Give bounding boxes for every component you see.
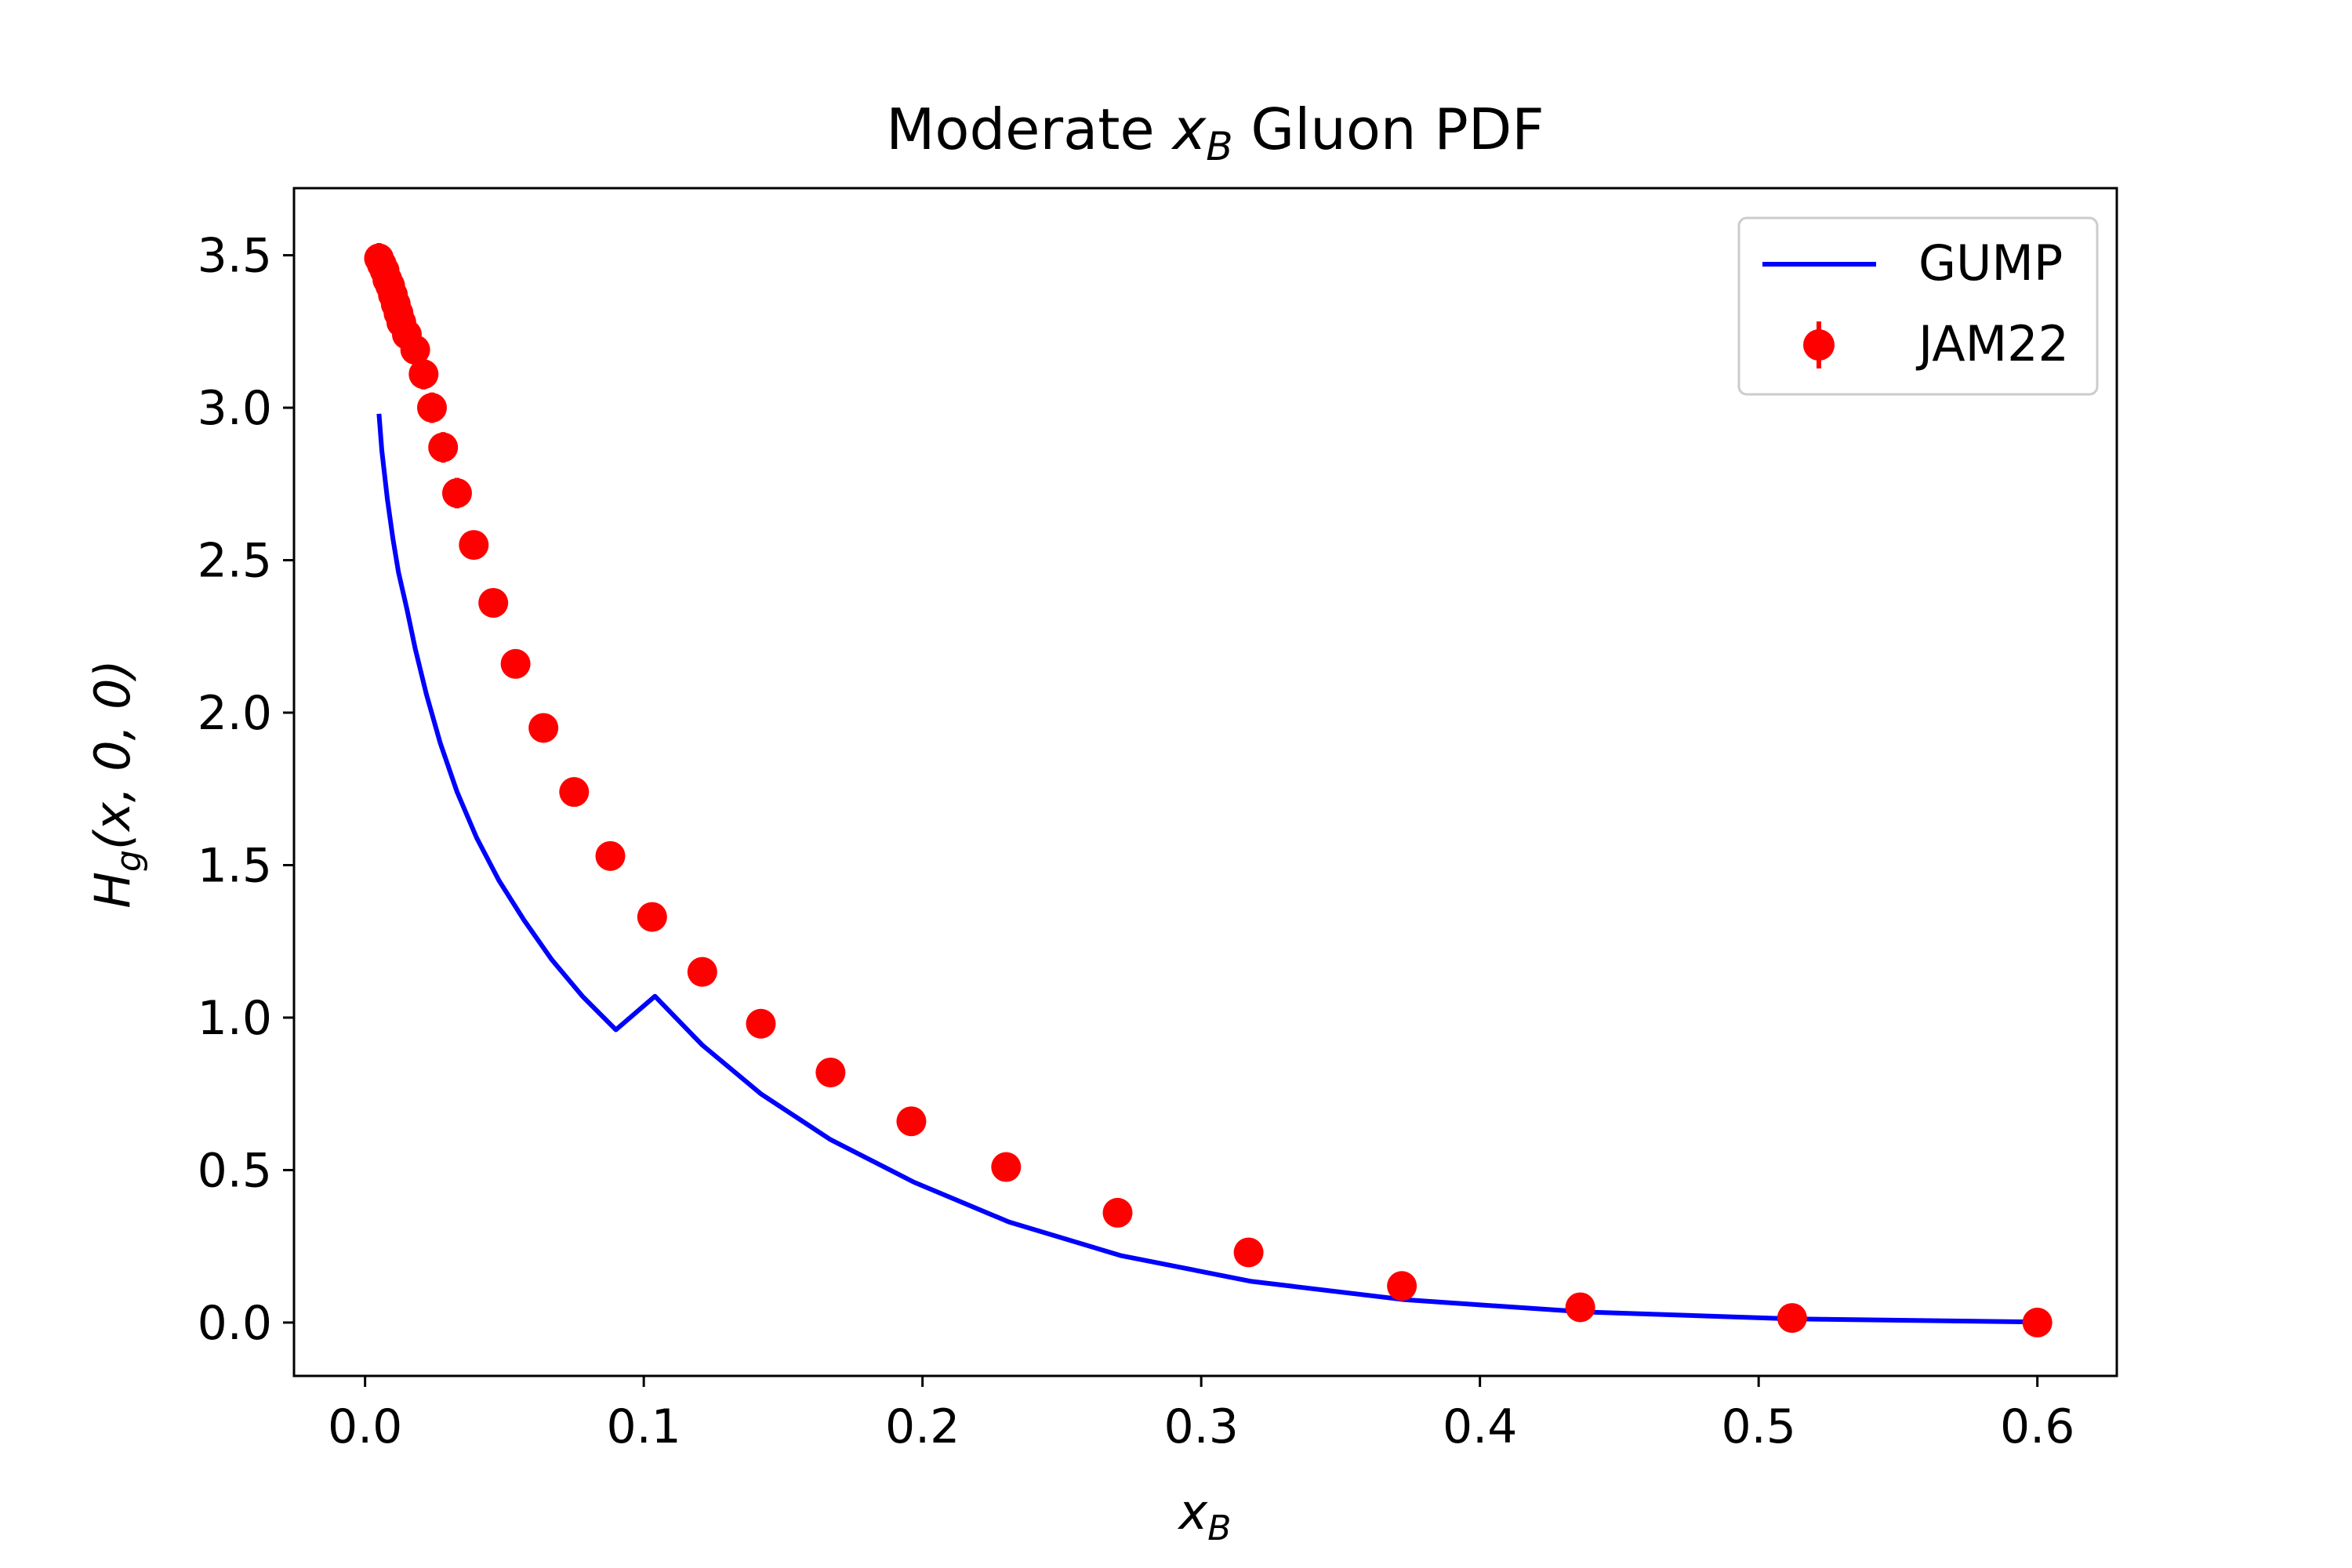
y-axis: 0.0 0.5 1.0 1.5 2.0 2.5 3.0 3.5: [198, 229, 294, 1351]
jam22-point: [416, 393, 447, 423]
jam22-point: [1102, 1197, 1133, 1228]
chart-title-sub: B: [1206, 124, 1232, 169]
jam22-point: [1777, 1303, 1807, 1334]
x-tick-label: 0.4: [1443, 1399, 1517, 1454]
x-axis-label-sub: B: [1207, 1508, 1231, 1548]
jam22-point: [428, 432, 459, 463]
x-axis-label-var: x: [1178, 1483, 1209, 1541]
axes-frame: [292, 187, 2118, 1377]
curve-layer: [376, 413, 2038, 1325]
jam22-point: [1387, 1271, 1417, 1301]
jam22-point: [400, 335, 430, 365]
chart-title: Moderate xB Gluon PDF: [886, 96, 1544, 169]
jam22-point: [687, 956, 717, 987]
y-axis-label-args: (x, 0, 0): [84, 659, 141, 850]
jam22-point: [815, 1057, 846, 1087]
chart-title-var: x: [1171, 96, 1207, 162]
legend-jam22-label: JAM22: [1915, 315, 2069, 372]
x-tick-label: 0.3: [1163, 1399, 1238, 1454]
x-axis: 0.0 0.1 0.2 0.3 0.4 0.5 0.6: [328, 1376, 2074, 1454]
y-tick-label: 3.5: [198, 229, 272, 284]
x-tick-label: 0.5: [1721, 1399, 1795, 1454]
jam22-point: [478, 587, 509, 618]
y-tick-label: 3.0: [198, 381, 272, 436]
jam22-point: [459, 530, 489, 561]
y-axis-label-sub: g: [109, 850, 149, 872]
jam22-point: [2022, 1307, 2053, 1338]
jam22-point: [637, 902, 667, 932]
legend-jam22-marker: [1803, 329, 1835, 361]
x-tick-label: 0.0: [328, 1399, 402, 1454]
jam22-point: [559, 777, 590, 808]
y-tick-label: 1.5: [198, 838, 272, 893]
jam22-point: [500, 648, 531, 679]
x-axis-label: xB: [1178, 1483, 1232, 1548]
x-tick-label: 0.2: [885, 1399, 960, 1454]
y-tick-label: 1.0: [198, 991, 272, 1046]
jam22-point: [528, 713, 559, 743]
jam22-point: [595, 840, 626, 871]
jam22-point: [991, 1152, 1022, 1182]
y-tick-label: 0.5: [198, 1143, 272, 1198]
legend-gump-label: GUMP: [1918, 234, 2063, 292]
y-tick-label: 0.0: [198, 1296, 272, 1351]
chart-title-suffix: Gluon PDF: [1233, 96, 1544, 162]
y-tick-label: 2.5: [198, 534, 272, 589]
jam22-point: [441, 477, 472, 508]
points-layer: [364, 243, 2053, 1338]
x-tick-label: 0.1: [606, 1399, 681, 1454]
jam22-point: [1233, 1237, 1264, 1268]
jam22-point: [746, 1008, 776, 1039]
series-gump-line: [376, 413, 2038, 1325]
plot-area: [292, 187, 2118, 1377]
y-axis-label-var: H: [84, 872, 141, 909]
jam22-point: [1565, 1292, 1595, 1323]
jam22-point: [408, 359, 439, 390]
chart-title-prefix: Moderate: [886, 96, 1172, 162]
y-tick-label: 2.0: [198, 686, 272, 741]
x-tick-label: 0.6: [2000, 1399, 2074, 1454]
jam22-point: [896, 1106, 927, 1137]
legend: GUMP JAM22: [1737, 216, 2099, 396]
y-axis-label: Hg(x, 0, 0): [84, 659, 149, 908]
